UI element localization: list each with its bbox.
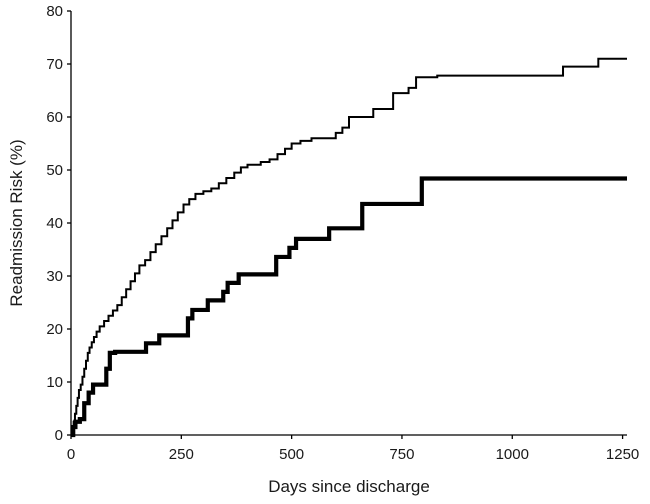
y-axis-ticks: 0 10 20 30 40 50 60 70 80 bbox=[46, 3, 71, 444]
series-layer bbox=[71, 57, 627, 438]
y-tick-label: 50 bbox=[46, 162, 63, 179]
x-axis-ticks: 0 250 500 750 1000 1250 bbox=[67, 435, 639, 463]
x-axis-title: Days since discharge bbox=[268, 477, 430, 496]
y-tick-label: 20 bbox=[46, 321, 63, 338]
y-tick-label: 10 bbox=[46, 374, 63, 391]
y-tick-label: 80 bbox=[46, 3, 63, 20]
axes bbox=[70, 11, 627, 436]
y-tick-label: 60 bbox=[46, 109, 63, 126]
x-tick-label: 250 bbox=[169, 446, 194, 463]
x-tick-label: 500 bbox=[279, 446, 304, 463]
y-tick-label: 30 bbox=[46, 268, 63, 285]
y-axis-title: Readmission Risk (%) bbox=[7, 139, 26, 306]
x-tick-label: 1000 bbox=[496, 446, 529, 463]
y-tick-label: 70 bbox=[46, 56, 63, 73]
x-tick-label: 750 bbox=[389, 446, 414, 463]
y-tick-label: 40 bbox=[46, 215, 63, 232]
series-line-thin bbox=[71, 57, 627, 436]
x-tick-label: 0 bbox=[67, 446, 75, 463]
y-tick-label: 0 bbox=[55, 427, 63, 444]
x-tick-label: 1250 bbox=[606, 446, 639, 463]
series-line-thick bbox=[71, 176, 627, 438]
